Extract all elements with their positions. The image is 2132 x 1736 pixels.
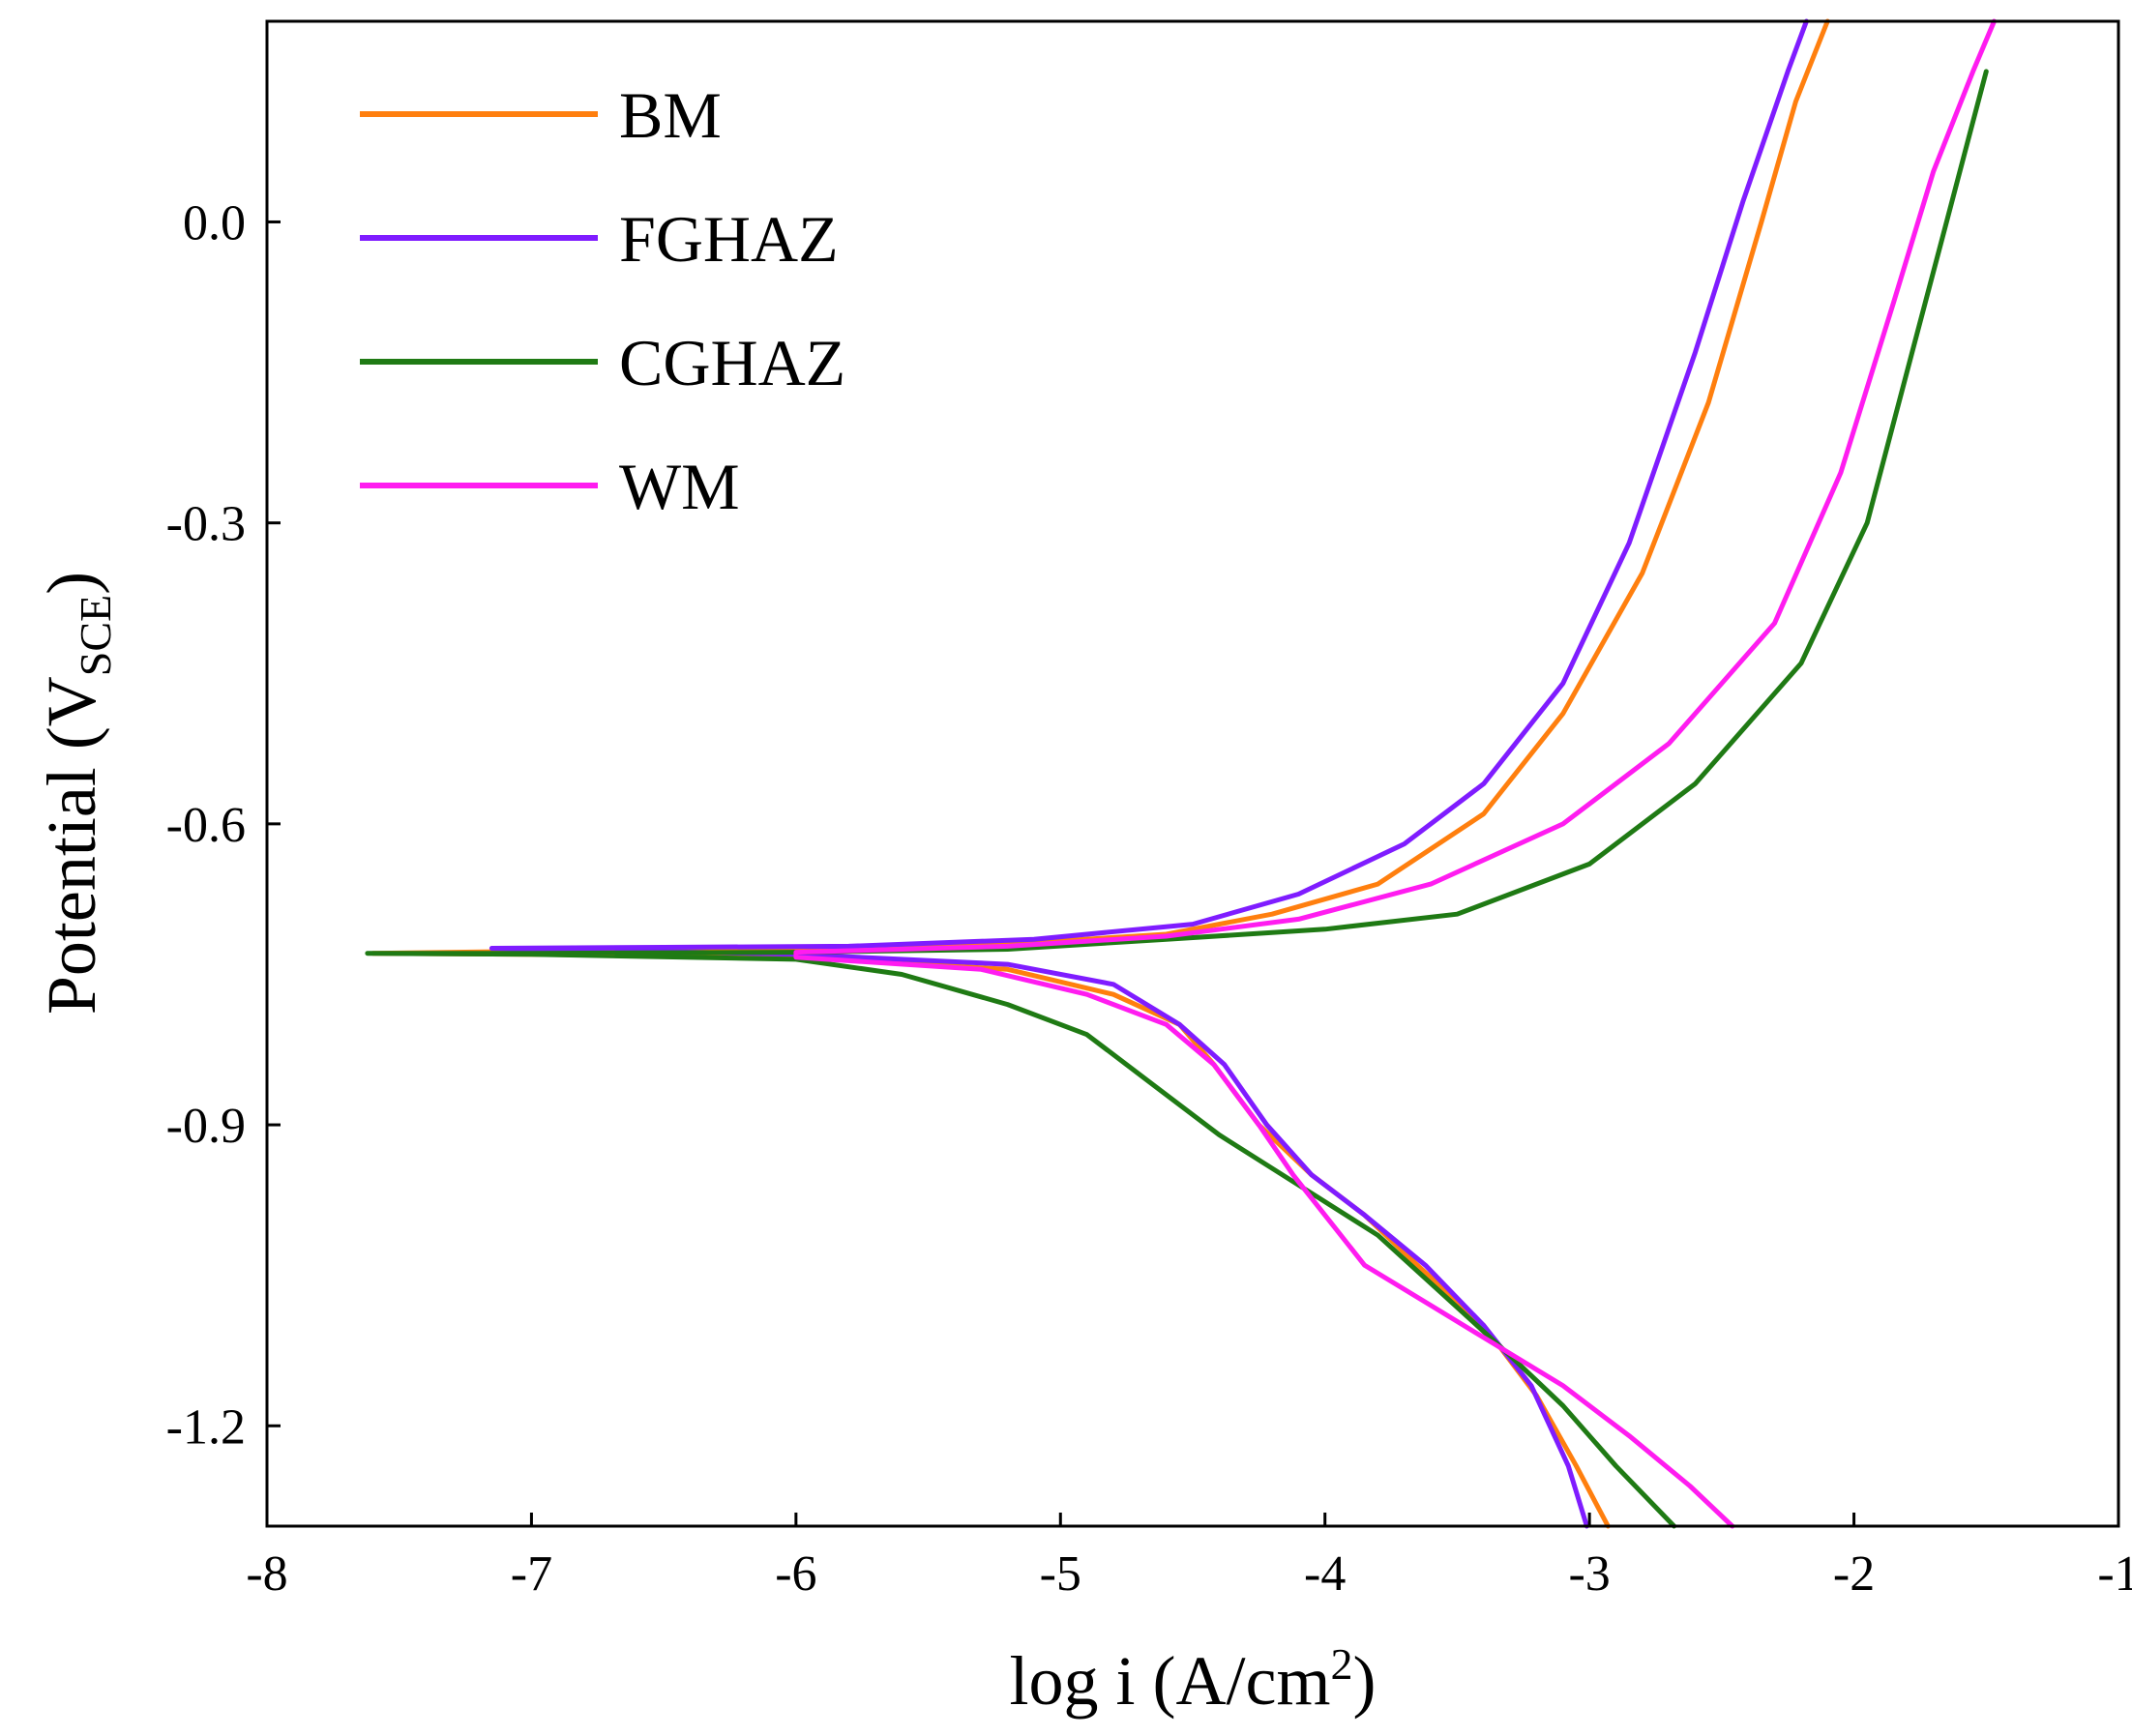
x-axis-title-end: ) bbox=[1352, 1642, 1376, 1720]
x-tick-label: -3 bbox=[1568, 1546, 1610, 1602]
x-tick-label: -1 bbox=[2097, 1546, 2132, 1602]
legend-label-bm: BM bbox=[619, 78, 722, 152]
x-axis-title-base: log i (A/cm bbox=[1010, 1642, 1331, 1720]
y-tick-label: -0.3 bbox=[166, 497, 246, 552]
x-axis-title-superscript: 2 bbox=[1330, 1639, 1352, 1689]
x-tick-label: -4 bbox=[1304, 1546, 1346, 1602]
y-axis-title-end: ) bbox=[33, 572, 110, 595]
y-axis-title-subscript: SCE bbox=[71, 595, 120, 676]
x-tick-label: -6 bbox=[775, 1546, 816, 1602]
series-line-fghaz bbox=[489, 18, 1809, 1529]
y-axis-title-base: Potential (V bbox=[33, 676, 110, 1015]
legend-label-fghaz: FGHAZ bbox=[619, 202, 839, 276]
y-axis-title: Potential (VSCE) bbox=[33, 572, 120, 1015]
legend-label-wm: WM bbox=[619, 450, 740, 523]
y-tick-label: -0.6 bbox=[166, 798, 246, 853]
x-tick-label: -8 bbox=[246, 1546, 287, 1602]
y-tick-label: -0.9 bbox=[166, 1099, 246, 1154]
legend: BM FGHAZ CGHAZ WM bbox=[360, 78, 845, 523]
series-line-cghaz bbox=[365, 69, 1989, 1529]
series-group bbox=[365, 18, 1997, 1529]
axis-ticks: -8 -7 -6 -5 -4 -3 -2 -1 0.0 -0.3 -0.6 -0.9 -1.2 bbox=[166, 195, 2132, 1602]
plot-area-frame bbox=[265, 19, 2120, 1528]
y-tick-label: -1.2 bbox=[166, 1399, 246, 1455]
x-axis-title: log i (A/cm2) bbox=[1010, 1639, 1377, 1720]
series-line-wm bbox=[793, 18, 1997, 1529]
legend-label-cghaz: CGHAZ bbox=[619, 326, 845, 399]
y-tick-label: 0.0 bbox=[183, 195, 246, 250]
x-tick-label: -2 bbox=[1833, 1546, 1875, 1602]
x-tick-label: -5 bbox=[1040, 1546, 1081, 1602]
x-tick-label: -7 bbox=[511, 1546, 552, 1602]
